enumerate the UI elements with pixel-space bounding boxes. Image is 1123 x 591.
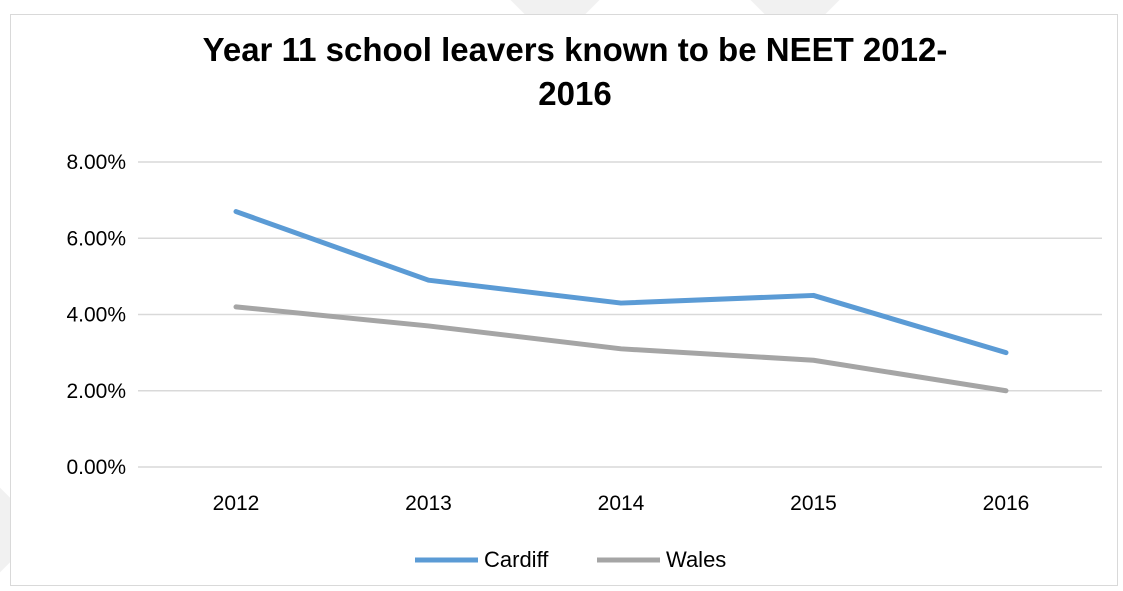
legend-label-wales: Wales <box>666 547 726 572</box>
chart-area <box>10 14 1118 586</box>
x-tick-label-2013: 2013 <box>405 492 452 515</box>
chart-title-line-2: 2016 <box>538 75 612 112</box>
series-line-cardiff <box>233 209 1009 356</box>
y-tick-label-1: 2.00% <box>66 380 126 403</box>
chart-title-line-1: Year 11 school leavers known to be NEET … <box>202 31 948 68</box>
y-tick-label-0: 0.00% <box>66 456 126 479</box>
x-tick-label-2015: 2015 <box>790 492 837 515</box>
y-tick-label-4: 8.00% <box>66 151 126 174</box>
x-tick-label-2012: 2012 <box>213 492 260 515</box>
x-tick-label-2016: 2016 <box>983 492 1030 515</box>
x-tick-label-2014: 2014 <box>598 492 645 515</box>
legend-label-cardiff: Cardiff <box>484 547 549 572</box>
series-line-wales <box>233 304 1009 394</box>
y-tick-label-2: 4.00% <box>66 304 126 327</box>
chart-title: Year 11 school leavers known to be NEET … <box>0 28 1123 116</box>
y-tick-label-3: 6.00% <box>66 227 126 250</box>
